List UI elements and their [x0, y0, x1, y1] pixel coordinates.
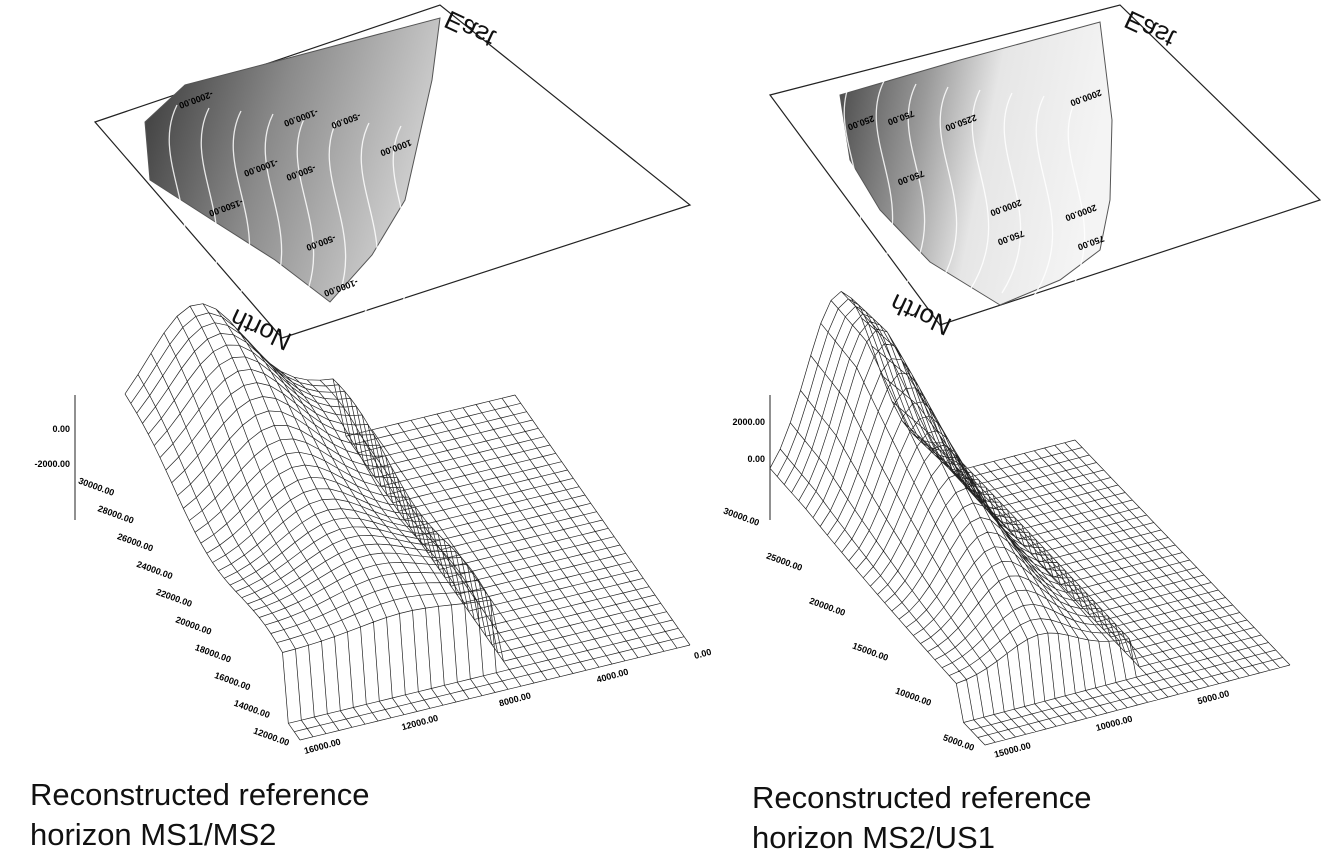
y-tick-label: 22000.00 [155, 587, 194, 609]
y-tick-label: 12000.00 [252, 726, 291, 748]
map-north-label: North [886, 288, 956, 342]
x-tick-label: 15000.00 [993, 740, 1032, 759]
caption: horizon MS1/MS2 [30, 817, 276, 852]
x-tick-label: 5000.00 [1196, 688, 1230, 706]
x-tick-label: 16000.00 [303, 737, 342, 756]
y-tick-label: 16000.00 [213, 670, 252, 692]
z-tick-label: 0.00 [747, 454, 765, 464]
panel: -2000.00-1000.00-500.001000.00-1500.00-1… [30, 5, 712, 852]
map-region [840, 22, 1112, 305]
y-tick-label: 26000.00 [116, 531, 155, 553]
z-tick-label: -2000.00 [34, 459, 70, 469]
y-tick-label: 28000.00 [96, 503, 135, 525]
y-tick-label: 30000.00 [77, 476, 116, 498]
y-tick-label: 20000.00 [174, 615, 213, 637]
x-tick-label: 10000.00 [1095, 714, 1134, 733]
figure: -2000.00-1000.00-500.001000.00-1500.00-1… [0, 0, 1334, 861]
y-tick-label: 14000.00 [233, 698, 272, 720]
panels: -2000.00-1000.00-500.001000.00-1500.00-1… [30, 5, 1320, 855]
z-tick-label: 0.00 [52, 424, 70, 434]
map-north-label: North [226, 303, 296, 357]
map-east-label: East [1120, 5, 1181, 55]
map-region [145, 18, 440, 302]
y-tick-label: 20000.00 [808, 596, 847, 618]
x-tick-label: 4000.00 [595, 667, 629, 685]
y-tick-label: 18000.00 [194, 642, 233, 664]
y-tick-label: 30000.00 [722, 506, 761, 528]
surface-wireframe [770, 291, 1290, 745]
y-tick-label: 5000.00 [942, 732, 976, 753]
y-tick-label: 25000.00 [765, 551, 804, 573]
x-tick-label: 0.00 [693, 647, 713, 661]
caption: horizon MS2/US1 [752, 820, 995, 855]
x-tick-label: 8000.00 [498, 690, 532, 708]
caption: Reconstructed reference [30, 777, 369, 812]
y-tick-label: 10000.00 [894, 686, 933, 708]
x-tick-label: 12000.00 [400, 713, 439, 732]
y-tick-label: 24000.00 [135, 559, 174, 581]
z-tick-label: 2000.00 [732, 417, 765, 427]
caption: Reconstructed reference [752, 780, 1091, 815]
y-tick-label: 15000.00 [851, 641, 890, 663]
